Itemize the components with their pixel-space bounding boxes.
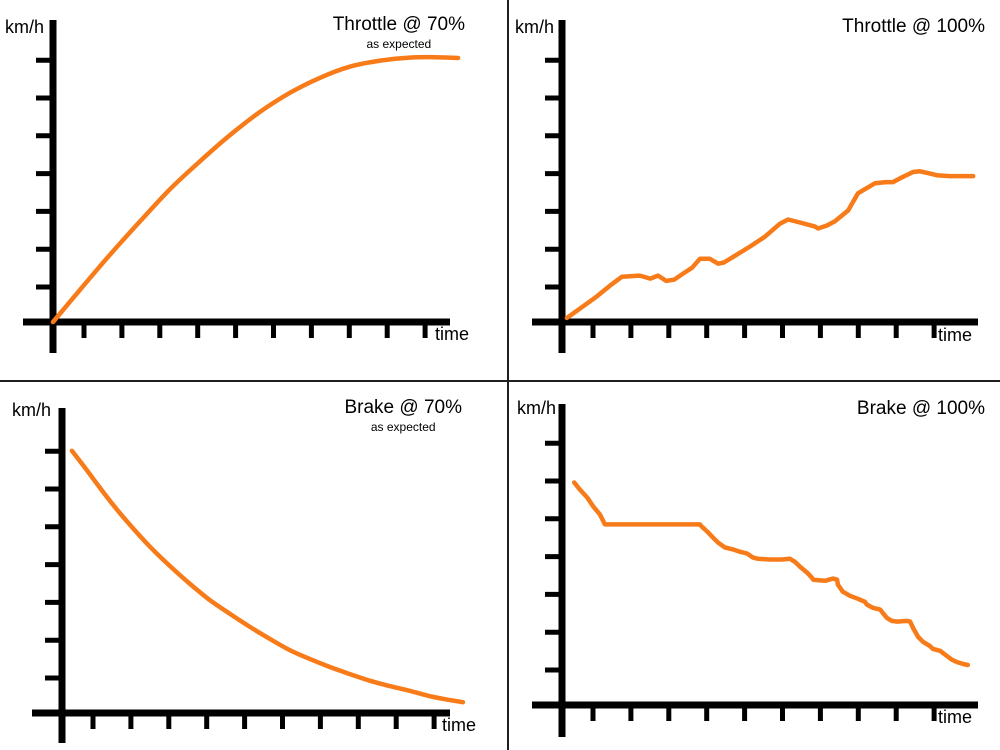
chart-title: Brake @ 100% — [856, 398, 985, 419]
chart-title-group: Throttle @ 100% — [842, 16, 985, 39]
y-axis-label: km/h — [5, 17, 45, 37]
brake-70-chart — [32, 408, 466, 743]
throttle-100-chart — [532, 20, 978, 353]
chart-subtitle: as expected — [366, 36, 432, 51]
x-axis-label: time — [938, 707, 973, 727]
x-axis-label: time — [435, 324, 470, 344]
quadrant-divider-vertical — [507, 0, 509, 750]
speed-curve — [564, 169, 976, 321]
speed-curve — [69, 448, 466, 705]
chart-title: Throttle @ 70% — [332, 14, 465, 35]
quadrant-divider-horizontal — [0, 380, 1000, 382]
chart-title-group: Brake @ 100% — [857, 398, 985, 421]
chart-subtitle: as expected — [370, 419, 436, 434]
panel-brake-70: km/h Brake @ 70% as expected time — [0, 375, 500, 750]
y-axis-label: km/h — [517, 398, 557, 418]
x-axis-label: time — [938, 325, 973, 345]
x-axis-label: time — [442, 715, 477, 735]
y-axis-label: km/h — [515, 17, 555, 37]
panel-throttle-70: km/h Throttle @ 70% as expected time — [0, 0, 500, 375]
panel-brake-100: km/h Brake @ 100% time — [500, 375, 1000, 750]
chart-title-group: Brake @ 70% as expected — [344, 397, 462, 434]
speed-curve — [50, 54, 461, 325]
throttle-70-chart — [23, 20, 461, 353]
chart-title: Throttle @ 100% — [842, 16, 985, 37]
speed-curve — [571, 480, 971, 668]
y-axis-label: km/h — [12, 400, 52, 420]
chart-title-group: Throttle @ 70% as expected — [333, 14, 465, 51]
chart-title: Brake @ 70% — [344, 397, 462, 418]
panel-throttle-100: km/h Throttle @ 100% time — [500, 0, 1000, 375]
brake-100-chart — [532, 404, 978, 737]
